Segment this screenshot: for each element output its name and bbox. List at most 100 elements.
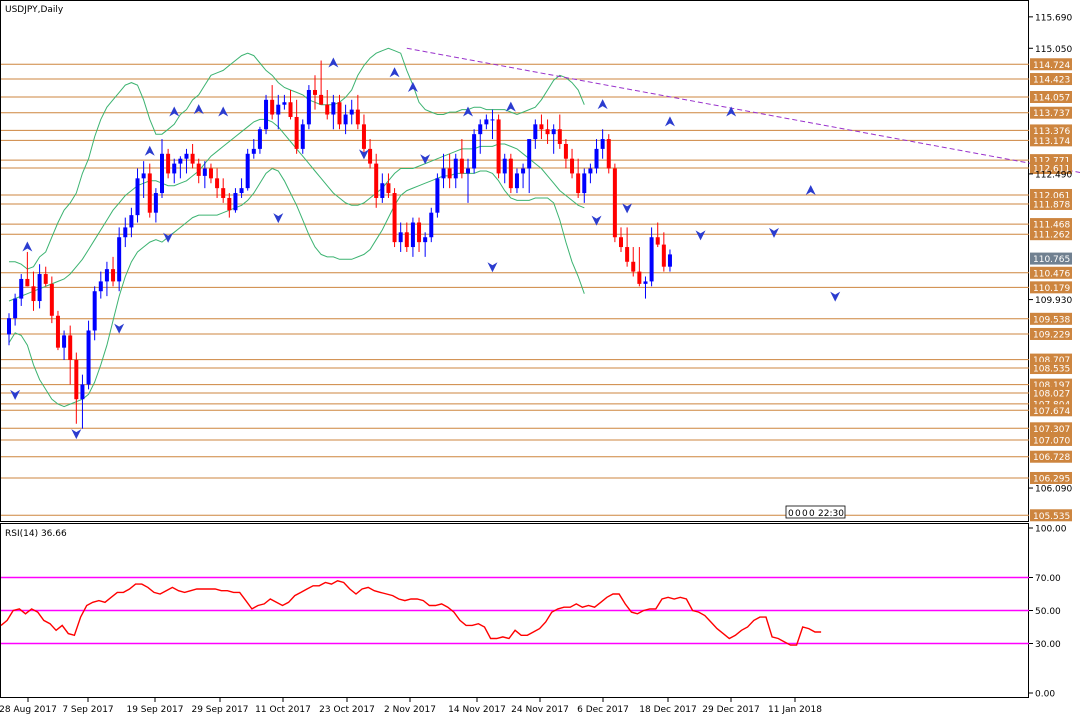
price-tick-label: 109.930 <box>1035 296 1072 306</box>
candle <box>19 274 24 306</box>
candle <box>92 286 97 341</box>
candle <box>441 153 446 189</box>
candle <box>374 153 379 208</box>
rsi-tick-label: 100.00 <box>1035 525 1067 535</box>
candle <box>398 222 403 252</box>
price-level-tag <box>1030 509 1072 522</box>
candle <box>86 320 91 390</box>
time-tick-label: 19 Sep 2017 <box>126 705 183 715</box>
candle <box>202 161 207 189</box>
candle <box>331 94 336 130</box>
fractals <box>10 57 841 440</box>
fractal-down-arrow <box>114 323 125 334</box>
candle <box>380 173 385 203</box>
price-level-label: 108.197 <box>1033 381 1070 391</box>
candle <box>221 178 226 203</box>
chart-title: USDJPY,Daily <box>5 5 64 15</box>
candle <box>472 129 477 174</box>
candle <box>655 222 660 248</box>
candle <box>270 85 275 120</box>
candles <box>7 60 672 429</box>
time-tick-label: 14 Nov 2017 <box>448 705 506 715</box>
price-level-label: 108.707 <box>1033 356 1070 366</box>
price-level-tag <box>1030 197 1072 210</box>
fractal-up-arrow <box>389 67 400 78</box>
candle <box>661 232 666 272</box>
candle <box>282 94 287 110</box>
fractal-down-arrow <box>487 262 498 273</box>
candle <box>25 251 30 287</box>
price-level-label: 111.878 <box>1033 200 1070 210</box>
candle <box>508 153 513 194</box>
price-level-label: 108.535 <box>1033 365 1070 375</box>
candle <box>55 310 60 351</box>
time-tick-label: 29 Dec 2017 <box>702 705 760 715</box>
price-level-label: 108.027 <box>1033 389 1070 399</box>
candle <box>233 188 238 213</box>
price-level-label: 114.724 <box>1033 61 1070 71</box>
candle <box>404 222 409 252</box>
price-level-tag <box>1030 58 1072 71</box>
rsi-tick-label: 70.00 <box>1035 574 1061 584</box>
candle <box>172 158 177 184</box>
candle <box>264 94 269 135</box>
time-box-d0: 0 <box>788 509 794 519</box>
fractal-up-arrow <box>407 81 418 92</box>
rsi-tick-label: 0.00 <box>1035 690 1055 700</box>
candle <box>447 153 452 189</box>
candle <box>355 94 360 130</box>
candle <box>466 158 470 203</box>
candle <box>435 173 440 218</box>
candle <box>533 119 538 149</box>
price-level-label: 106.295 <box>1033 474 1070 484</box>
candle <box>368 139 373 169</box>
bollinger-upper <box>9 47 585 270</box>
time-box: 0 0 0 0 22:30 <box>785 505 846 519</box>
price-level-tag <box>1030 386 1072 399</box>
candle <box>257 126 262 154</box>
price-level-tag <box>1030 73 1072 86</box>
time-box-d3: 0 <box>809 509 815 519</box>
price-level-tag <box>1030 312 1072 325</box>
price-panel-frame <box>0 0 1029 522</box>
fractal-up-arrow <box>726 106 737 117</box>
price-level-label: 107.674 <box>1033 407 1070 417</box>
price-level-tag <box>1030 362 1072 375</box>
candle <box>594 139 599 174</box>
candle <box>178 156 183 179</box>
fractal-up-arrow <box>664 116 675 127</box>
price-level-tag <box>1030 327 1072 340</box>
candle <box>337 94 342 130</box>
candle <box>459 139 464 179</box>
time-tick-label: 18 Dec 2017 <box>639 705 697 715</box>
candle <box>349 99 354 125</box>
candle <box>453 153 458 189</box>
fractal-up-arrow <box>597 99 608 110</box>
candle <box>160 139 164 198</box>
fractal-down-arrow <box>273 213 284 224</box>
candle <box>563 139 568 169</box>
candle <box>649 227 654 287</box>
candle <box>588 163 593 184</box>
candle <box>319 60 324 105</box>
price-level-label: 109.538 <box>1033 315 1070 325</box>
time-tick-label: 11 Jan 2018 <box>768 705 822 715</box>
fractal-up-arrow <box>505 101 516 112</box>
fractal-down-arrow <box>10 389 21 400</box>
price-level-label: 107.307 <box>1033 425 1070 435</box>
candle <box>625 227 630 267</box>
candle <box>545 119 550 144</box>
candle <box>502 153 507 184</box>
candle <box>208 163 213 184</box>
time-tick-label: 11 Oct 2017 <box>255 705 311 715</box>
fractal-up-arrow <box>218 106 229 117</box>
candle <box>7 313 11 346</box>
candle <box>514 168 519 194</box>
fractal-up-arrow <box>144 145 155 156</box>
candle <box>557 114 562 149</box>
candle <box>184 148 189 174</box>
candle <box>429 207 434 243</box>
price-level-label: 114.423 <box>1033 76 1070 86</box>
price-level-tag <box>1030 161 1072 174</box>
fractal-down-arrow <box>830 291 841 302</box>
